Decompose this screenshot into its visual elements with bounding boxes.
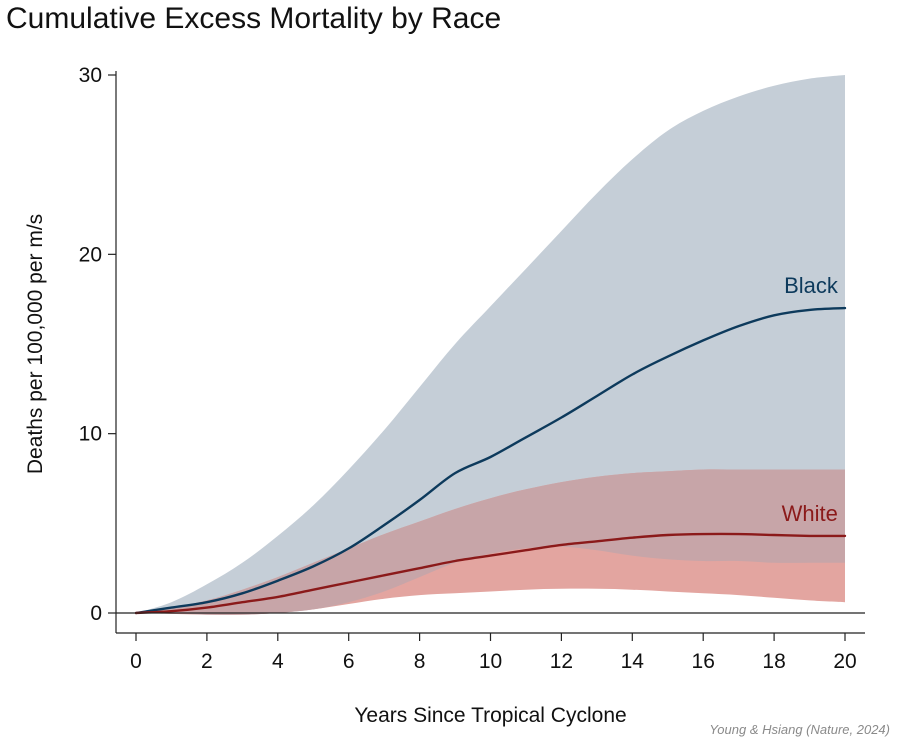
black-series-label: Black <box>784 273 839 298</box>
white-series-label: White <box>782 501 838 526</box>
x-tick-label: 6 <box>343 650 355 673</box>
black-series-line <box>134 306 847 615</box>
axes: 0 10 20 30 0 2 4 6 8 10 12 14 16 18 20 <box>79 64 865 673</box>
x-tick-label: 12 <box>550 650 573 673</box>
x-tick-label: 0 <box>130 650 142 673</box>
x-tick-label: 8 <box>414 650 426 673</box>
series-labels: Black White <box>782 273 839 526</box>
x-tick-label: 18 <box>762 650 785 673</box>
x-tick-label: 20 <box>833 650 856 673</box>
confidence-bands <box>136 75 845 616</box>
y-tick-label: 10 <box>79 423 102 446</box>
chart-title: Cumulative Excess Mortality by Race <box>6 2 502 35</box>
x-tick-label: 10 <box>479 650 502 673</box>
x-tick-label: 16 <box>692 650 715 673</box>
x-tick-label: 2 <box>201 650 213 673</box>
y-tick-label: 20 <box>79 243 102 266</box>
x-tick-label: 14 <box>621 650 645 673</box>
source-credit: Young & Hsiang (Nature, 2024) <box>709 722 890 737</box>
x-axis-label: Years Since Tropical Cyclone <box>354 704 626 727</box>
x-tick-label: 4 <box>272 650 284 673</box>
y-tick-label: 30 <box>79 64 102 87</box>
series-lines <box>134 306 847 615</box>
white-series-line <box>134 532 847 615</box>
y-tick-label: 0 <box>90 602 102 625</box>
y-axis-label: Deaths per 100,000 per m/s <box>24 214 47 474</box>
